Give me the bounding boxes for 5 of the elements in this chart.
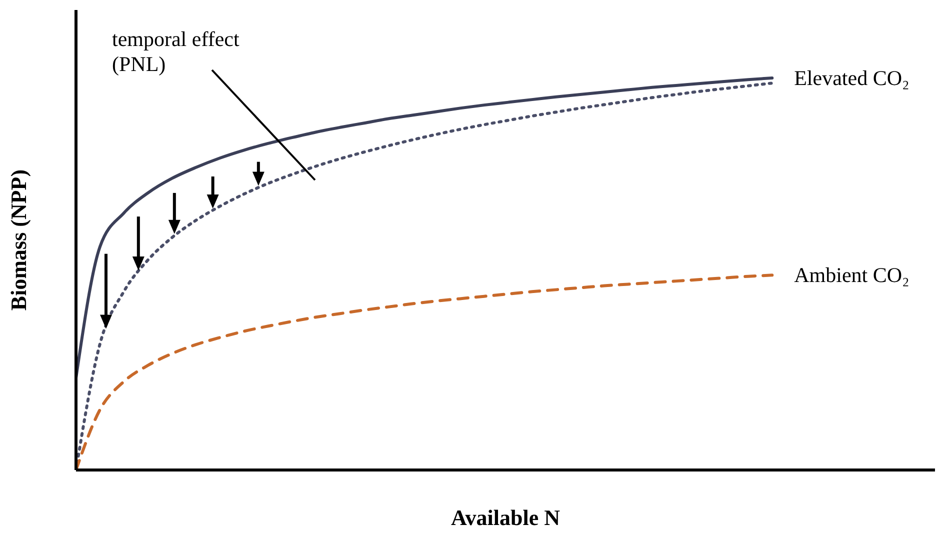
series-label: Ambient CO₂: [794, 263, 910, 288]
series-label: Elevated CO₂: [794, 66, 910, 90]
text: temporal effect (PNL): [112, 27, 240, 76]
x-axis-title: Available N: [451, 505, 560, 530]
y-axis-title: Biomass (NPP): [6, 169, 31, 311]
